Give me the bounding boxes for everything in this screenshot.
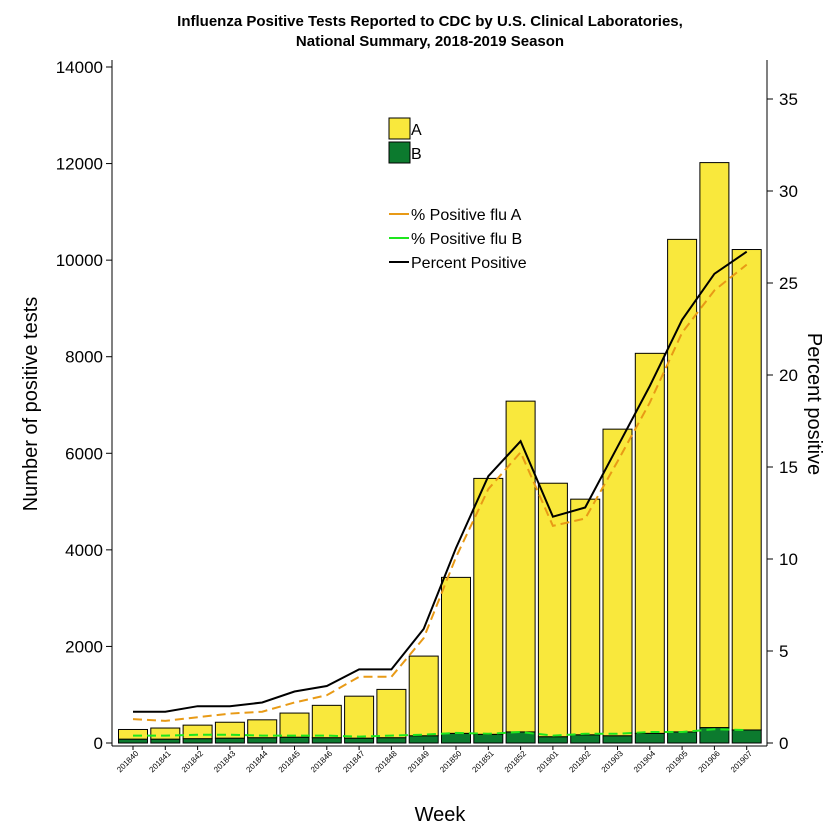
x-tick-label: 201906 [697,749,723,775]
x-tick-label: 201907 [729,749,755,775]
bar-b-201850 [441,732,471,744]
x-tick-label: 201901 [535,749,561,775]
legend-swatch-a [388,117,411,140]
y-tick-label: 14000 [56,58,103,77]
y2-tick-label: 35 [779,90,798,109]
bar-b-201907 [731,729,762,744]
legend-label-line-1: % Positive flu B [411,231,522,248]
y2-tick-label: 10 [779,550,798,569]
x-tick-label: 201903 [600,749,626,775]
y-tick-label: 12000 [56,155,103,174]
chart-title: Influenza Positive Tests Reported to CDC… [0,12,840,52]
line-percent-positive [133,250,748,713]
bar-b-201844 [247,737,278,744]
bar-a-201901 [537,482,568,738]
x-tick-label: 201850 [438,749,464,775]
bar-a-201905 [667,238,698,733]
bar-b-201901 [537,736,568,744]
bar-b-201845 [279,736,310,744]
y-tick-label: 10000 [56,251,103,270]
bar-a-201843 [214,721,245,739]
bar-a-201849 [408,655,439,737]
x-tick-label: 201847 [341,749,367,775]
legend-label-line-2: Percent Positive [411,255,527,272]
x-tick-label: 201851 [470,749,496,775]
x-tick-label: 201849 [406,749,432,775]
y-tick-label: 8000 [65,348,103,367]
chart-title-line1: Influenza Positive Tests Reported to CDC… [177,13,683,30]
bar-b-201846 [311,737,342,744]
legend-label-a: A [411,122,422,139]
bar-a-201846 [311,704,342,739]
y2-axis-label: Percent positive [803,333,825,475]
x-tick-label: 201840 [115,749,141,775]
bar-b-201851 [473,733,504,744]
x-tick-label: 201905 [664,749,690,775]
line-layer [132,250,748,738]
legend: AB % Positive flu A % Positive flu B Percen… [388,117,527,272]
y2-tick-label: 5 [779,642,788,661]
x-tick-label: 201904 [632,749,658,775]
x-axis-label: Week [415,804,467,826]
bar-b-201904 [634,732,665,744]
bar-a-201907 [731,249,762,731]
legend-label-b: B [411,146,422,163]
bar-a-201840 [118,728,148,740]
bar-a-201847 [344,695,375,739]
bar-a-201902 [570,498,601,736]
bar-b-201842 [182,738,213,744]
line-flu-b [133,728,747,738]
bar-a-201850 [441,576,471,734]
x-tick-label: 201848 [374,749,400,775]
bar-b-201905 [667,731,698,744]
bar-a-201845 [279,712,310,738]
bar-a-201852 [505,400,536,733]
y2-tick-label: 25 [779,274,798,293]
bar-b-201840 [118,738,148,744]
y2-tick-label: 30 [779,182,798,201]
bar-b-201903 [602,735,633,744]
x-tick-label: 201841 [147,749,173,775]
bar-a-201903 [602,428,633,737]
y-tick-label: 6000 [65,444,103,463]
y2-tick-label: 0 [779,734,788,753]
y2-tick-label: 15 [779,458,798,477]
bar-layer [118,162,762,744]
bar-a-201844 [247,719,278,739]
chart-title-line2: National Summary, 2018-2019 Season [295,33,565,50]
bar-a-201841 [150,727,181,740]
x-tick-label: 201902 [567,749,593,775]
bar-a-201904 [634,352,665,734]
bar-a-201842 [182,724,213,740]
y-tick-label: 0 [94,734,103,753]
legend-label-line-0: % Positive flu A [411,207,522,224]
x-tick-label: 201852 [503,749,529,775]
legend-swatch-b [388,141,411,164]
x-tick-label: 201843 [212,749,238,775]
bar-b-201849 [408,735,439,744]
x-tick-label: 201842 [180,749,206,775]
line-flu-a [132,263,748,722]
bar-b-201841 [150,738,181,744]
bar-b-201843 [214,737,245,744]
y2-tick-label: 20 [779,366,798,385]
bar-b-201848 [376,737,407,744]
bar-a-201906 [699,162,730,729]
y-tick-label: 2000 [65,637,103,656]
y-axis-label: Number of positive tests [20,297,42,512]
bar-a-201848 [376,688,407,739]
bar-b-201847 [344,737,375,744]
x-tick-label: 201845 [277,749,303,775]
x-tick-label: 201846 [309,749,335,775]
bar-a-201851 [473,477,504,735]
x-tick-label: 201844 [244,749,270,775]
y-tick-label: 4000 [65,541,103,560]
bar-b-201902 [570,734,601,744]
